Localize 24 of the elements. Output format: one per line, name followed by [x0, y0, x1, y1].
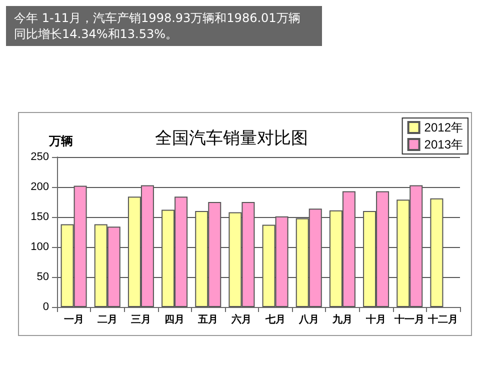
x-tick-label: 六月 [230, 314, 252, 326]
x-tick-label: 七月 [264, 314, 286, 326]
text: 今年 1-11月，汽车产销1998.93万辆和1986.01万辆 [14, 11, 300, 25]
x-tick-label: 八月 [298, 314, 319, 326]
legend-label: 2013年 [424, 138, 464, 152]
legend-label: 2012年 [424, 120, 464, 134]
x-tick-label: 一月 [64, 314, 84, 326]
x-tick-label: 十一月 [394, 314, 425, 326]
text: 同比增长14.34%和13.53%。 [14, 27, 178, 41]
y-axis-title: 万辆 [48, 134, 73, 148]
x-tick-label: 十二月 [427, 314, 458, 326]
y-tick-label: 250 [30, 151, 49, 163]
x-tick-label: 九月 [331, 314, 352, 326]
x-tick-label: 四月 [164, 314, 185, 326]
y-tick-label: 150 [30, 211, 49, 223]
x-tick-label: 二月 [97, 314, 118, 326]
y-tick-label: 100 [30, 241, 49, 253]
x-tick-label: 十月 [365, 314, 386, 326]
y-tick-label: 0 [42, 301, 49, 313]
x-tick-label: 五月 [197, 314, 218, 326]
y-tick-label: 200 [30, 181, 49, 193]
y-tick-label: 50 [36, 271, 49, 283]
x-tick-label: 三月 [130, 314, 151, 326]
chart-title: 全国汽车销量对比图 [155, 128, 308, 148]
